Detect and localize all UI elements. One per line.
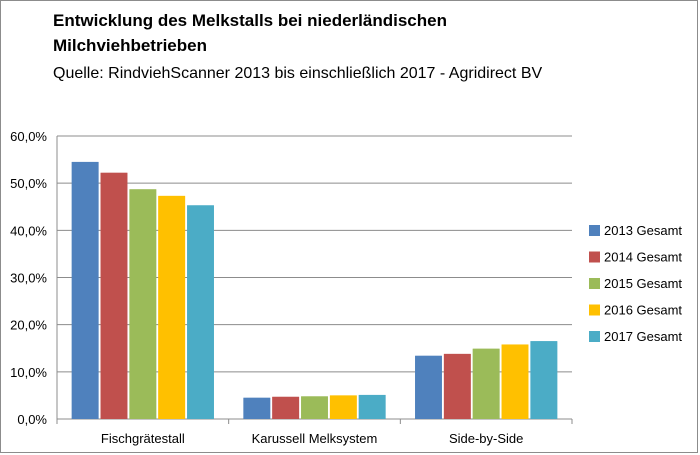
x-category-label: Side-by-Side — [449, 431, 523, 446]
y-tick-label: 30,0% — [10, 271, 47, 286]
bar-shading — [187, 205, 214, 419]
bar-shading — [243, 397, 271, 419]
legend-entry-label: 2015 Gesamt — [604, 276, 682, 291]
legend-swatch — [589, 304, 600, 316]
legend-swatch — [589, 331, 600, 342]
bar-shading — [100, 172, 128, 419]
y-tick-label: 40,0% — [10, 223, 47, 238]
bar-shading — [530, 341, 558, 419]
bar-shading — [443, 353, 471, 419]
y-tick-label: 0,0% — [17, 412, 47, 427]
bar-shading — [129, 189, 157, 419]
legend-entry-label: 2013 Gesamt — [604, 223, 682, 238]
bar-shading — [501, 344, 529, 419]
chart-title-line-1: Entwicklung des Melkstalls bei niederlän… — [53, 11, 447, 30]
legend-entry-label: 2017 Gesamt — [604, 329, 682, 344]
y-tick-label: 20,0% — [10, 318, 47, 333]
x-category-label: Fischgrätestall — [101, 431, 185, 446]
bar-shading — [415, 355, 442, 419]
bar-shading — [472, 348, 500, 419]
legend-swatch — [589, 225, 600, 236]
legend-entry-label: 2016 Gesamt — [604, 303, 682, 318]
y-tick-label: 60,0% — [10, 129, 47, 144]
bar-shading — [272, 396, 300, 419]
legend-swatch — [589, 278, 600, 289]
legend-entry-label: 2014 Gesamt — [604, 250, 682, 265]
y-tick-label: 50,0% — [10, 176, 47, 191]
chart-title-line-2: Milchviehbetrieben — [53, 36, 207, 55]
bar-shading — [158, 195, 186, 419]
bar-shading — [301, 396, 328, 419]
legend-swatch — [589, 251, 600, 263]
bar-shading — [358, 394, 386, 419]
x-category-label: Karussell Melksystem — [252, 431, 378, 446]
y-tick-label: 10,0% — [10, 365, 47, 380]
bar-shading — [71, 161, 99, 420]
bar-shading — [329, 395, 357, 419]
chart-subtitle: Quelle: RindviehScanner 2013 bis einschl… — [53, 65, 543, 82]
